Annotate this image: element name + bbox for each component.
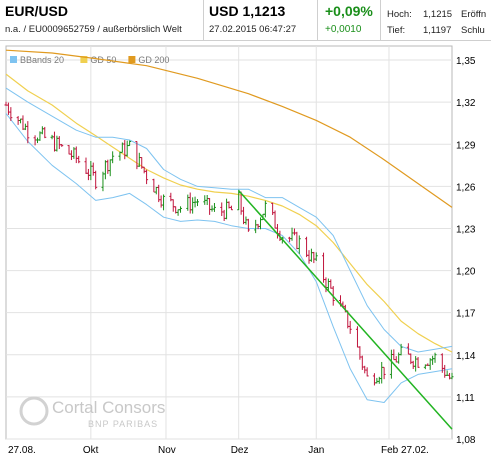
watermark-line1: Cortal Consors <box>52 398 165 417</box>
trendline <box>238 190 453 430</box>
bbands-upper-line <box>5 87 453 353</box>
legend-swatch <box>128 56 136 63</box>
last-price: USD 1,1213 <box>209 3 286 19</box>
quote-header: EUR/USD n.a. / EU0009652759 / außerbörsl… <box>0 0 491 41</box>
gd200-line <box>5 49 453 208</box>
y-tick-label: 1,17 <box>456 309 476 320</box>
close-label: Schlu <box>461 25 485 36</box>
legend-swatch <box>80 56 88 63</box>
y-tick-label: 1,29 <box>456 140 476 151</box>
x-tick-label: Nov <box>158 445 176 456</box>
low-label: Tief: <box>387 25 406 36</box>
price-chart[interactable]: Cortal Consors BNP PARIBAS BBands 20 GD 5… <box>0 41 491 461</box>
watermark: Cortal Consors BNP PARIBAS <box>19 396 165 429</box>
y-tick-label: 1,14 <box>456 351 476 362</box>
bbands-lower-line <box>5 113 453 403</box>
instrument-subtitle: n.a. / EU0009652759 / außerbörslich Welt <box>5 24 182 35</box>
high-value: 1,1215 <box>423 9 453 20</box>
x-tick-label: Dez <box>231 445 249 456</box>
y-tick-label: 1,32 <box>456 98 476 109</box>
low-value: 1,1197 <box>423 25 452 36</box>
watermark-logo-icon <box>19 396 49 426</box>
instrument-cell: EUR/USD n.a. / EU0009652759 / außerbörsl… <box>0 0 204 40</box>
series-layer <box>4 49 454 430</box>
change-cell: +0,09% +0,0010 <box>318 0 381 40</box>
change-percent: +0,09% <box>325 3 373 19</box>
y-tick-label: 1,11 <box>456 393 475 404</box>
y-tick-label: 1,23 <box>456 224 476 235</box>
x-tick-label: Okt <box>83 445 99 456</box>
range-cell: Hoch: 1,1215 Tief: 1,1197 Eröffn Schlu <box>381 0 491 40</box>
high-label: Hoch: <box>387 9 412 20</box>
x-tick-label: 27.08. <box>8 445 36 456</box>
change-absolute: +0,0010 <box>325 24 362 35</box>
legend-entry: GD 200 <box>138 55 169 65</box>
legend: BBands 20 GD 50 GD 200 <box>10 55 169 65</box>
y-tick-label: 1,08 <box>456 435 476 446</box>
x-tick-label: Feb 27.02. <box>381 445 429 456</box>
price-cell: USD 1,1213 27.02.2015 06:47:27 <box>204 0 318 40</box>
plot-frame <box>5 45 453 440</box>
watermark-line2: BNP PARIBAS <box>88 419 158 429</box>
y-tick-label: 1,20 <box>456 267 476 278</box>
instrument-title[interactable]: EUR/USD <box>5 3 69 19</box>
x-tick-label: Jan <box>308 445 324 456</box>
y-tick-label: 1,26 <box>456 182 476 193</box>
grid <box>6 46 452 440</box>
legend-swatch <box>10 56 17 63</box>
open-label: Eröffn <box>461 9 487 20</box>
legend-entry: BBands 20 <box>20 55 64 65</box>
tick-labels: 1,35 1,32 1,29 1,26 1,23 1,20 1,17 1,14 1,11 1,08… <box>8 56 476 456</box>
quote-timestamp: 27.02.2015 06:47:27 <box>209 24 297 35</box>
y-tick-label: 1,35 <box>456 56 476 67</box>
